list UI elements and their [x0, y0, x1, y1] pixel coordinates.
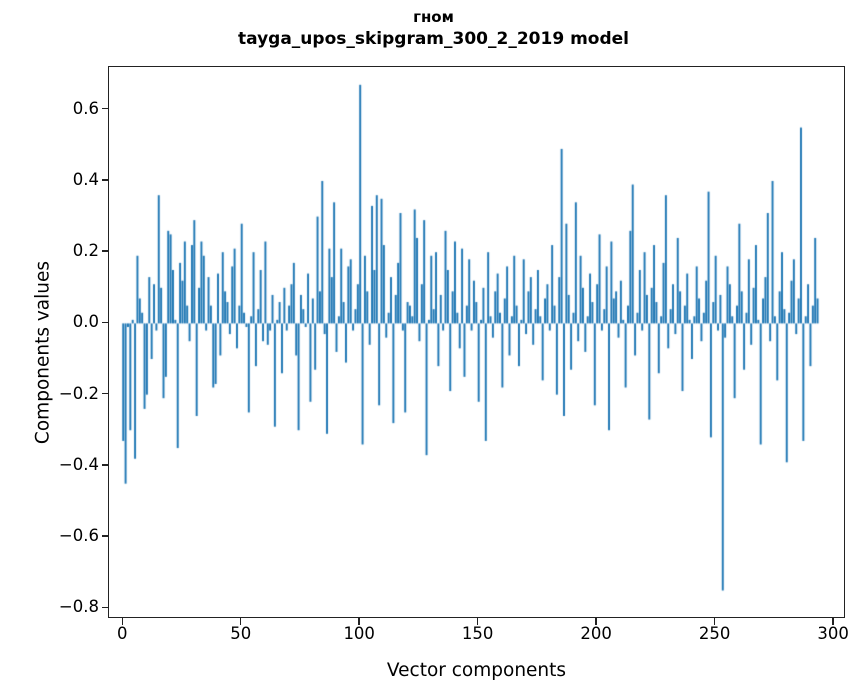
bar-series-canvas: [109, 67, 844, 617]
y-axis-label: Components values: [32, 260, 54, 445]
y-tick-label: 0.2: [72, 240, 99, 260]
x-tick-label: 100: [343, 624, 375, 643]
x-tick-label: 150: [461, 624, 494, 643]
x-tick-mark: [595, 618, 597, 625]
chart-title-model: tayga_upos_skipgram_300_2_2019 model: [238, 28, 629, 49]
x-tick-label: 250: [698, 624, 731, 643]
x-tick-mark: [832, 618, 834, 625]
y-tick-mark: [101, 108, 108, 110]
x-tick-mark: [713, 618, 716, 625]
chart-title-word: гном: [413, 8, 454, 26]
y-tick-label: −0.4: [58, 454, 99, 474]
y-tick-mark: [101, 321, 108, 324]
y-axis-tick-labels: −0.8 −0.6 −0.4 −0.2 0.0 0.2 0.4 0.6: [0, 0, 99, 696]
y-tick-label: −0.6: [58, 525, 99, 545]
y-tick-label: 0.4: [72, 169, 99, 189]
x-tick-mark: [240, 618, 242, 625]
x-tick-mark: [358, 618, 360, 625]
y-tick-label: 0.6: [72, 98, 99, 118]
x-tick-mark: [476, 618, 479, 625]
y-tick-label: −0.8: [58, 597, 99, 617]
y-tick-label: 0.0: [72, 312, 99, 332]
y-tick-mark: [101, 464, 108, 466]
chart-title: гном tayga_upos_skipgram_300_2_2019 mode…: [0, 8, 867, 50]
y-tick-mark: [101, 606, 108, 608]
x-tick-mark: [121, 618, 123, 625]
x-axis-label: Vector components: [386, 660, 567, 681]
y-tick-mark: [101, 250, 108, 252]
y-tick-mark: [101, 535, 108, 537]
y-tick-label: −0.2: [58, 383, 99, 403]
x-tick-label: 200: [580, 624, 612, 643]
x-tick-label: 50: [230, 624, 252, 643]
y-tick-mark: [101, 392, 108, 395]
x-tick-label: 0: [116, 624, 128, 643]
y-tick-mark: [101, 179, 108, 181]
plot-area: [108, 66, 845, 618]
x-tick-label: 300: [817, 624, 849, 643]
